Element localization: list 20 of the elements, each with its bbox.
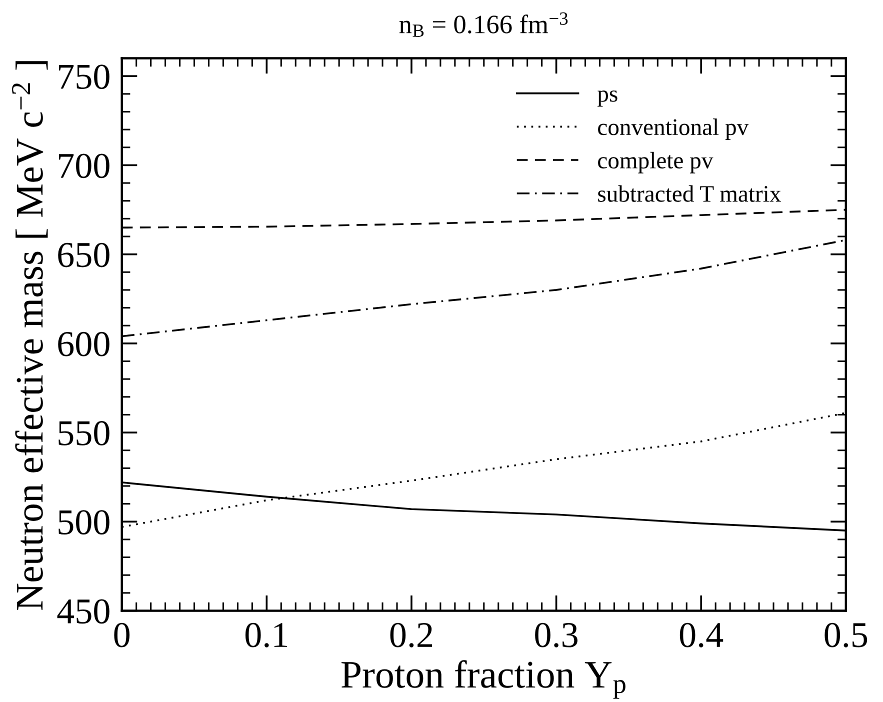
- chart-title: n$_{B}$ = 0.166 fm$^{−3}$: [399, 12, 568, 37]
- y-axis-title: Neutron effective mass [ MeV c$^{−2}$ ]: [12, 61, 48, 610]
- x-tick-label: 0.2: [390, 622, 432, 648]
- legend-label: subtracted T matrix: [598, 185, 781, 202]
- x-tick-label: 0.5: [824, 622, 868, 648]
- x-tick-label: 0.4: [680, 622, 724, 648]
- x-tick-label: 0: [114, 622, 130, 648]
- legend-label: complete pv: [598, 152, 714, 174]
- legend-label: ps: [598, 90, 618, 107]
- y-tick-label: 700: [58, 154, 110, 178]
- y-tick-label: 500: [58, 510, 110, 535]
- y-tick-label: 550: [58, 421, 110, 446]
- x-tick-label: 0.1: [245, 622, 288, 648]
- y-tick-label: 600: [58, 332, 110, 356]
- y-tick-label: 450: [57, 599, 110, 624]
- y-tick-label: 650: [58, 242, 110, 268]
- y-tick-label: 750: [58, 64, 110, 89]
- legend-label: conventional pv: [598, 118, 749, 140]
- x-tick-label: 0.3: [535, 622, 578, 648]
- x-axis-title: Proton fraction Y$_{p}$: [342, 660, 626, 699]
